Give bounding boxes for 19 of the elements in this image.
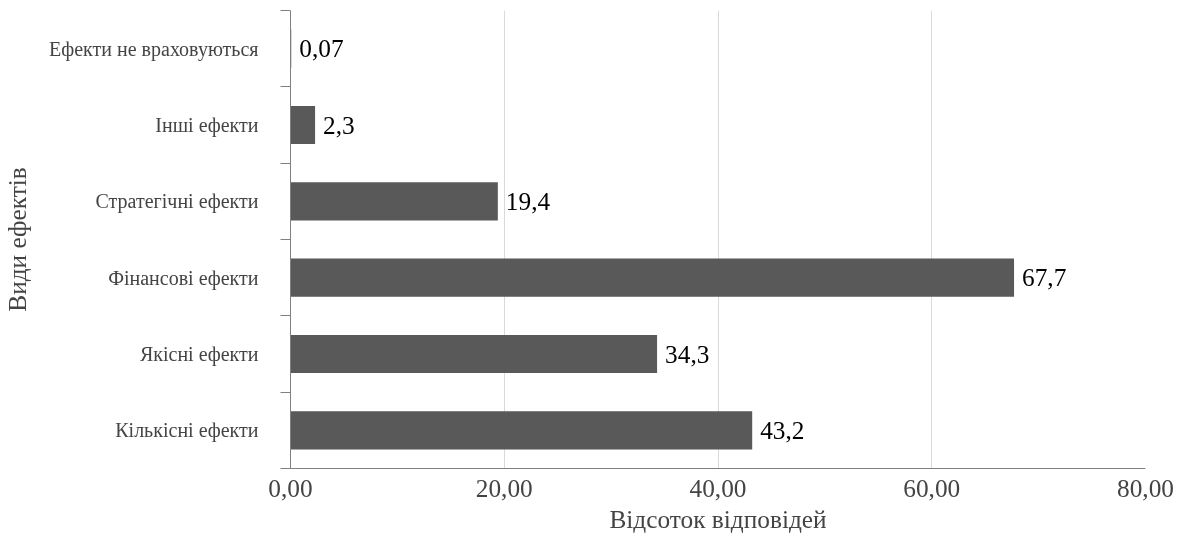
data-label: 43,2 xyxy=(760,415,805,444)
data-label: 67,7 xyxy=(1022,263,1067,292)
y-tick-label: Якісні ефекти xyxy=(139,343,259,366)
data-label: 34,3 xyxy=(665,339,710,368)
data-label: 2,3 xyxy=(323,110,355,139)
data-label: 19,4 xyxy=(505,186,551,215)
y-tick-label: Ефекти не враховуються xyxy=(49,37,259,61)
x-tick-label: 60,00 xyxy=(903,473,961,502)
y-tick-label: Інші ефекти xyxy=(155,114,259,137)
x-tick-label: 80,00 xyxy=(1117,473,1175,502)
y-axis-title: Види ефектів xyxy=(3,167,32,312)
x-axis-title: Відсоток відповідей xyxy=(609,504,827,533)
x-tick-label: 40,00 xyxy=(689,473,747,502)
data-label: 0,07 xyxy=(299,34,344,63)
y-tick-label: Стратегічні ефекти xyxy=(95,190,259,214)
y-tick-label: Кількісні ефекти xyxy=(115,419,259,443)
y-tick-label: Фінансові ефекти xyxy=(108,266,259,290)
x-tick-label: 0,00 xyxy=(268,473,313,502)
x-tick-label: 20,00 xyxy=(475,473,533,502)
